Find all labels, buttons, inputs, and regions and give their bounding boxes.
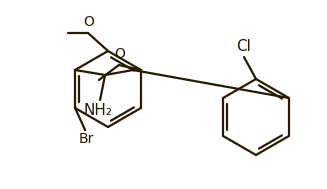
Text: Br: Br — [78, 132, 94, 146]
Text: Cl: Cl — [236, 39, 251, 54]
Text: O: O — [114, 47, 125, 61]
Text: NH₂: NH₂ — [84, 103, 112, 118]
Text: O: O — [84, 15, 95, 29]
